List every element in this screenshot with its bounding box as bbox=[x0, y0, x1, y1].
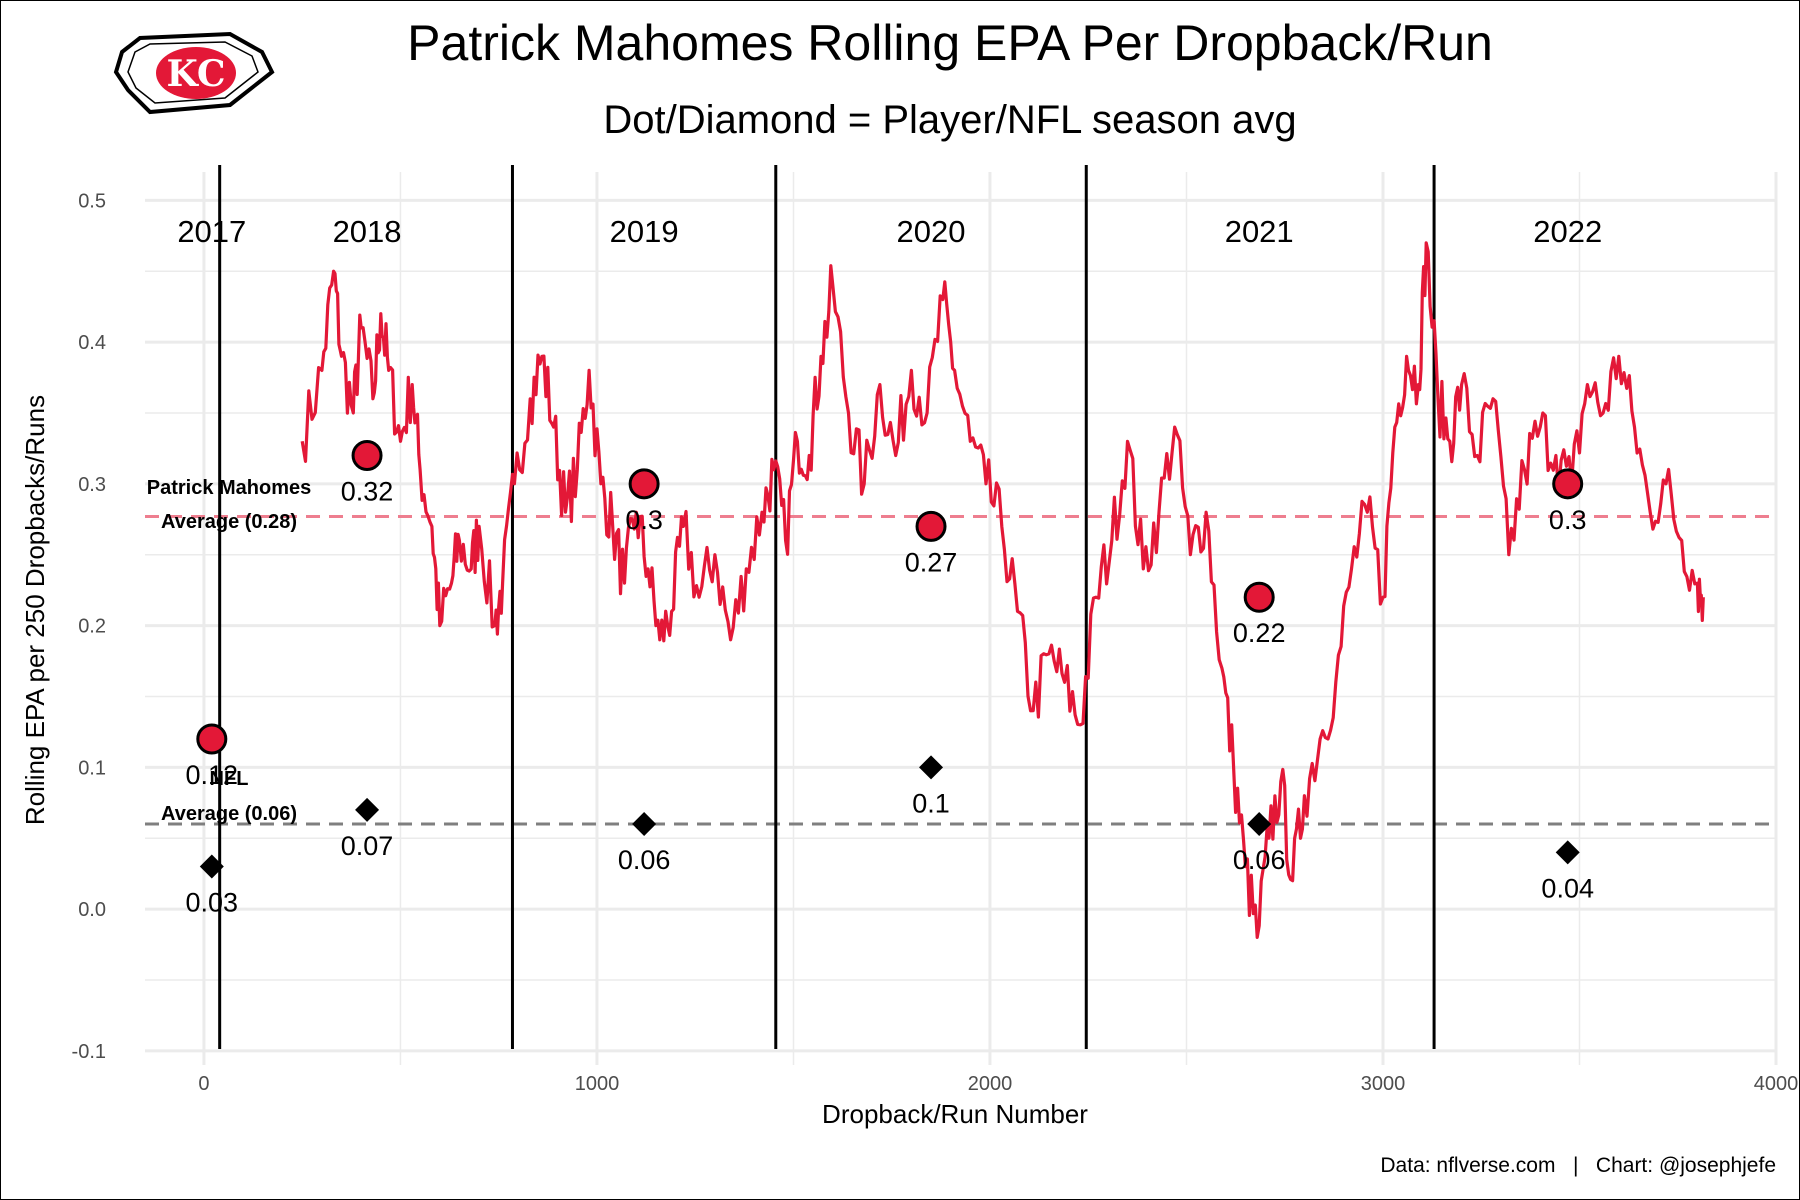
player-average-annotation-line2: Average (0.28) bbox=[161, 511, 297, 533]
kc-logo: KC bbox=[113, 31, 275, 115]
nfl-avg-diamond-2017 bbox=[199, 854, 224, 879]
gridlines: -0.1 0.0 0.1 0.2 0.3 0.4 0.5 0 1000 2000 3000 4000 bbox=[72, 172, 1799, 1095]
rolling-epa-series bbox=[300, 241, 1705, 939]
season-label-2021: 2021 bbox=[1225, 214, 1294, 249]
nfl-avg-label-2018: 0.07 bbox=[341, 831, 394, 861]
player-avg-dot-2021 bbox=[1243, 581, 1275, 613]
nfl-avg-diamond-2021 bbox=[1247, 812, 1272, 837]
season-label-2019: 2019 bbox=[610, 214, 679, 249]
logo-oval bbox=[156, 47, 236, 99]
nfl-avg-diamond-2018 bbox=[355, 797, 380, 822]
season-label-2020: 2020 bbox=[897, 214, 966, 249]
y-tick-label: 0.0 bbox=[78, 899, 106, 921]
player-avg-dot-2018 bbox=[351, 439, 383, 471]
nfl-avg-label-2019: 0.06 bbox=[618, 845, 671, 875]
nfl-avg-label-2017: 0.03 bbox=[186, 888, 239, 918]
season-label-2022: 2022 bbox=[1533, 214, 1602, 249]
player-avg-dot-2022 bbox=[1552, 468, 1584, 500]
x-axis-title: Dropback/Run Number bbox=[822, 1099, 1088, 1129]
player-avg-dot-2019 bbox=[628, 468, 660, 500]
nfl-avg-label-2020: 0.1 bbox=[912, 788, 950, 818]
chart-title: Patrick Mahomes Rolling EPA Per Dropback… bbox=[407, 15, 1493, 71]
y-tick-label: 0.5 bbox=[78, 190, 106, 212]
player-avg-label-2020: 0.27 bbox=[905, 547, 958, 577]
logo-text: KC bbox=[167, 53, 226, 95]
player-avg-dot-2020 bbox=[915, 510, 947, 542]
nfl-avg-label-2021: 0.06 bbox=[1233, 845, 1286, 875]
nfl-avg-label-2022: 0.04 bbox=[1541, 873, 1594, 903]
nfl-avg-diamond-2022 bbox=[1555, 840, 1580, 865]
x-tick-label: 2000 bbox=[968, 1073, 1013, 1095]
x-tick-label: 1000 bbox=[575, 1073, 620, 1095]
season-label-2018: 2018 bbox=[333, 214, 402, 249]
nfl-average-annotation-line2: Average (0.06) bbox=[161, 803, 297, 825]
y-tick-label: -0.1 bbox=[72, 1041, 106, 1063]
player-average-annotation-line1: Patrick Mahomes bbox=[147, 477, 312, 499]
player-avg-label-2018: 0.32 bbox=[341, 476, 394, 506]
y-tick-label: 0.2 bbox=[78, 616, 106, 638]
x-tick-label: 3000 bbox=[1361, 1073, 1406, 1095]
season-boundaries bbox=[218, 165, 1436, 1049]
season-average-markers bbox=[196, 439, 1584, 879]
chart-subtitle: Dot/Diamond = Player/NFL season avg bbox=[603, 98, 1296, 142]
reference-lines bbox=[145, 514, 1776, 826]
nfl-avg-diamond-2020 bbox=[919, 755, 944, 780]
y-tick-label: 0.4 bbox=[78, 332, 106, 354]
y-tick-label: 0.1 bbox=[78, 757, 106, 779]
player-avg-label-2022: 0.3 bbox=[1549, 505, 1587, 535]
player-avg-label-2021: 0.22 bbox=[1233, 618, 1286, 648]
nfl-avg-diamond-2019 bbox=[632, 812, 657, 837]
player-avg-label-2017: 0.12 bbox=[186, 760, 239, 790]
x-tick-label: 0 bbox=[198, 1073, 209, 1095]
x-tick-label: 4000 bbox=[1754, 1073, 1799, 1095]
player-avg-label-2019: 0.3 bbox=[625, 505, 663, 535]
rolling-epa-line bbox=[300, 241, 1705, 939]
y-axis-title: Rolling EPA per 250 Dropbacks/Runs bbox=[20, 395, 50, 825]
nfl-average-annotation-line1: NFL bbox=[210, 768, 249, 790]
player-avg-dot-2017 bbox=[196, 723, 228, 755]
season-label-2017: 2017 bbox=[177, 214, 246, 249]
chart-caption: Data: nflverse.com | Chart: @josephjefe bbox=[1380, 1154, 1776, 1177]
chart-labels: 2017 2018 2019 2020 2021 2022 0.03 0.07 0.06 0.1 0… bbox=[147, 214, 1602, 918]
y-tick-label: 0.3 bbox=[78, 474, 106, 496]
